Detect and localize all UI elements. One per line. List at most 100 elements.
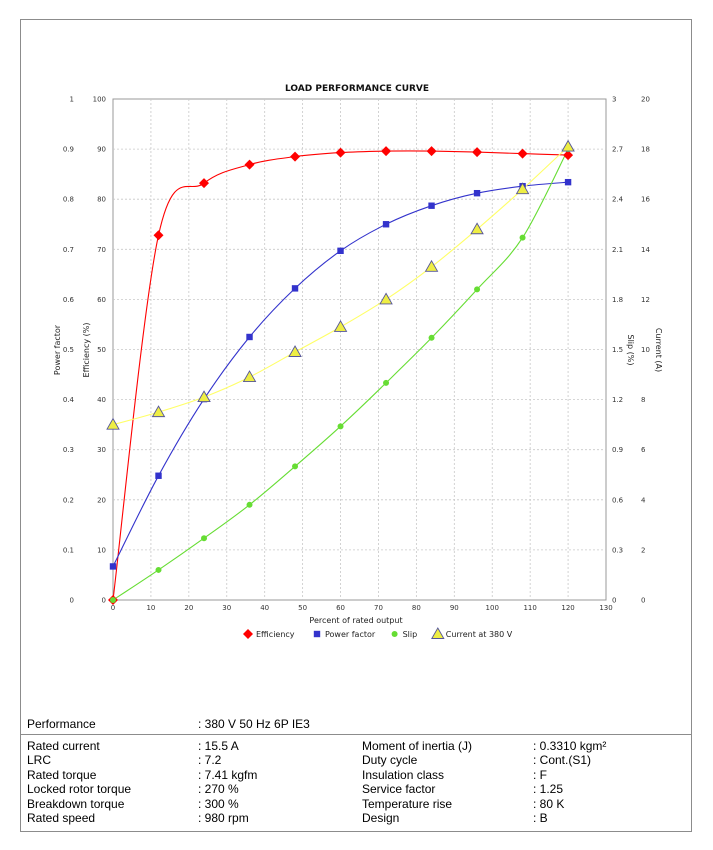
slip-axis-label: Slip (%) bbox=[626, 335, 635, 366]
x-tick-label: 40 bbox=[260, 604, 269, 612]
performance-row: Performance : 380 V 50 Hz 6P IE3 bbox=[20, 714, 692, 735]
slip-point bbox=[519, 234, 526, 241]
report-frame bbox=[20, 19, 692, 832]
x-tick-label: 120 bbox=[561, 604, 574, 612]
efficiency-point bbox=[153, 230, 164, 241]
efficiency-tick-label: 50 bbox=[97, 346, 106, 354]
x-axis-label: Percent of rated output bbox=[309, 616, 402, 625]
power-factor-tick-label: 0.5 bbox=[63, 346, 74, 354]
current-tick-label: 20 bbox=[641, 96, 650, 104]
motor-spec-table: Performance : 380 V 50 Hz 6P IE3 Rated c… bbox=[20, 714, 692, 826]
efficiency-tick-label: 10 bbox=[97, 546, 106, 554]
current-at-380-v-point bbox=[288, 345, 302, 357]
slip-tick-label: 3 bbox=[612, 96, 616, 104]
efficiency-tick-label: 40 bbox=[97, 396, 106, 404]
current-tick-label: 10 bbox=[641, 346, 650, 354]
x-tick-label: 100 bbox=[486, 604, 499, 612]
current-tick-label: 8 bbox=[641, 396, 645, 404]
efficiency-point bbox=[335, 147, 346, 158]
plot-area bbox=[112, 98, 607, 601]
slip-tick-label: 0.6 bbox=[612, 496, 624, 504]
spec-value: : 7.41 kgfm bbox=[198, 767, 258, 782]
slip-point bbox=[110, 597, 116, 603]
power-factor-point bbox=[428, 202, 435, 209]
x-tick-label: 50 bbox=[298, 604, 307, 612]
power-factor-point bbox=[564, 178, 572, 186]
spec-row: Locked rotor torque: 270 % Service factor… bbox=[20, 782, 692, 797]
current-axis-label: Current (A) bbox=[654, 328, 663, 372]
current-at-380-v-point bbox=[197, 390, 211, 403]
efficiency-point bbox=[381, 146, 392, 157]
efficiency-tick-label: 100 bbox=[93, 96, 106, 104]
x-tick-label: 10 bbox=[146, 604, 155, 612]
slip-point bbox=[428, 334, 435, 341]
efficiency-tick-label: 20 bbox=[97, 496, 106, 504]
slip-tick-label: 1.5 bbox=[612, 346, 623, 354]
spec-label: Locked rotor torque bbox=[27, 782, 132, 796]
slip-tick-label: 0 bbox=[612, 597, 616, 605]
current-at-380-v-point bbox=[561, 139, 575, 152]
slip-tick-label: 2.4 bbox=[612, 196, 624, 204]
efficiency-point bbox=[472, 147, 483, 158]
slip-tick-label: 1.2 bbox=[612, 396, 623, 404]
power-factor-curve bbox=[112, 181, 569, 567]
chart-title: LOAD PERFORMANCE CURVE bbox=[285, 84, 429, 94]
spec-value: : 980 rpm bbox=[198, 811, 249, 825]
current-at-380-v-legend-marker bbox=[431, 627, 445, 639]
spec-label: Design bbox=[362, 811, 400, 825]
load-performance-chart: LOAD PERFORMANCE CURVE 0 10 20 30 40 50 60 70 80… bbox=[53, 84, 663, 639]
x-tick-label: 30 bbox=[222, 604, 231, 612]
power-factor-tick-label: 1 bbox=[70, 96, 74, 104]
spec-label: Temperature rise bbox=[362, 796, 453, 811]
power-factor-point bbox=[337, 247, 344, 255]
power-factor-point bbox=[246, 333, 253, 341]
performance-value: : 380 V 50 Hz 6P IE3 bbox=[191, 714, 692, 735]
slip-tick-label: 2.1 bbox=[612, 246, 623, 254]
power-factor-legend-label: Power factor bbox=[325, 630, 376, 639]
current-at-380-v-legend-label: Current at 380 V bbox=[446, 630, 513, 639]
efficiency-legend-marker bbox=[243, 629, 253, 639]
spec-value: : 1.25 bbox=[533, 782, 564, 796]
spec-label: Service factor bbox=[362, 782, 436, 796]
slip-point bbox=[201, 535, 208, 542]
efficiency-tick-label: 0 bbox=[102, 597, 106, 605]
current-tick-label: 4 bbox=[641, 496, 646, 504]
spec-value: : Cont.(S1) bbox=[533, 753, 592, 767]
power-factor-tick-label: 0 bbox=[70, 597, 74, 605]
slip-legend-marker bbox=[391, 631, 398, 637]
spec-label: Breakdown torque bbox=[27, 796, 125, 811]
slip-point bbox=[292, 463, 299, 470]
efficiency-tick-label: 80 bbox=[97, 196, 106, 204]
current-at-380-v-point bbox=[151, 405, 166, 418]
efficiency-tick-label: 30 bbox=[97, 446, 106, 454]
x-tick-label: 60 bbox=[336, 604, 345, 612]
efficiency-tick-label: 60 bbox=[97, 296, 106, 304]
slip-point bbox=[474, 286, 481, 293]
current-tick-label: 18 bbox=[641, 146, 650, 154]
efficiency-legend-label: Efficiency bbox=[256, 630, 295, 639]
spec-row: LRC: 7.2 Duty cycle: Cont.(S1) bbox=[20, 753, 692, 768]
slip-curve bbox=[112, 148, 569, 601]
spec-value: : 7.2 bbox=[198, 753, 222, 767]
power-factor-legend-marker bbox=[313, 630, 321, 638]
power-factor-tick-label: 0.3 bbox=[63, 446, 74, 454]
x-tick-label: 80 bbox=[412, 604, 421, 612]
power-factor-point bbox=[382, 221, 390, 228]
slip-point bbox=[155, 566, 162, 573]
spec-value: : B bbox=[533, 811, 548, 825]
power-factor-tick-label: 0.6 bbox=[63, 296, 75, 304]
current-at-380-v-point bbox=[106, 417, 120, 430]
slip-tick-label: 2.7 bbox=[612, 146, 623, 154]
x-tick-label: 110 bbox=[523, 604, 536, 612]
current-at-380-v-point bbox=[242, 370, 257, 383]
power-factor-tick-label: 0.4 bbox=[63, 396, 75, 404]
spec-value: : 0.3310 kgm² bbox=[533, 738, 607, 753]
chart-legend: Efficiency Power factor Slip Current at 380… bbox=[243, 627, 513, 639]
current-tick-label: 0 bbox=[641, 597, 645, 605]
current-at-380-v-point bbox=[470, 222, 484, 235]
efficiency-point bbox=[290, 151, 301, 162]
current-at-380-v-point bbox=[379, 292, 393, 305]
spec-value: : 15.5 A bbox=[198, 738, 239, 753]
current-at-380-v-point bbox=[333, 320, 348, 332]
current-tick-label: 2 bbox=[641, 546, 645, 554]
